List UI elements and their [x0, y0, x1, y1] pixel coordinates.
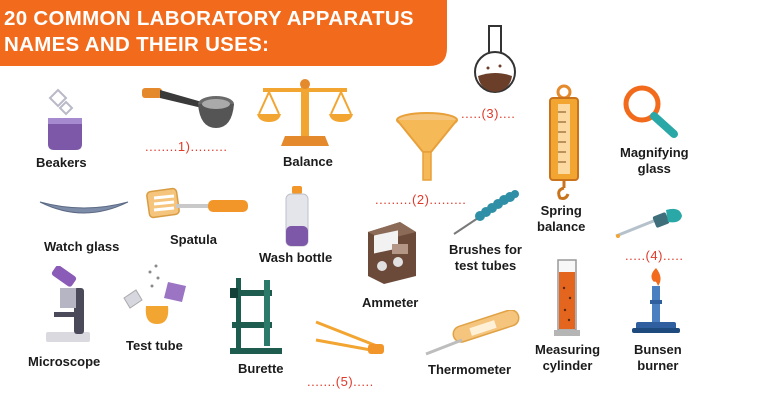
- microscope-icon: [46, 266, 90, 342]
- test-tube-brush-icon: [453, 190, 519, 235]
- label-brushes-1: Brushes for: [449, 242, 522, 257]
- blank-5: .......(5).....: [307, 374, 374, 389]
- magnifying-glass-icon: [623, 85, 678, 138]
- label-measuring-2: cylinder: [542, 358, 593, 373]
- label-bunsen-2: burner: [637, 358, 679, 373]
- dropper-icon: [615, 208, 682, 238]
- thermometer-icon: [425, 310, 520, 356]
- blank-2: .........(2).........: [375, 192, 467, 207]
- balance-icon: [257, 79, 353, 146]
- blank-3: .....(3)....: [461, 106, 516, 121]
- label-watch-glass: Watch glass: [44, 239, 120, 254]
- spatula-icon: [146, 187, 248, 219]
- label-test-tube: Test tube: [126, 338, 183, 353]
- round-flask-icon: [474, 25, 516, 93]
- label-microscope: Microscope: [28, 354, 101, 369]
- label-beakers: Beakers: [36, 155, 87, 170]
- beaker-icon: [48, 88, 82, 150]
- label-balance: Balance: [283, 154, 333, 169]
- label-spring-2: balance: [537, 219, 586, 234]
- blank-4: .....(4).....: [625, 248, 684, 263]
- label-magnifying-glass: Magnifying glass: [620, 145, 689, 177]
- page-title: 20 COMMON LABORATORY APPARATUS NAMES AND…: [4, 6, 444, 58]
- wash-bottle-icon: [285, 186, 309, 247]
- label-thermometer: Thermometer: [428, 362, 512, 377]
- label-measuring-1: Measuring: [535, 342, 601, 357]
- label-bunsen-1: Bunsen: [634, 342, 682, 357]
- measuring-cylinder-icon: [554, 259, 580, 336]
- label-burette: Burette: [238, 361, 284, 376]
- test-tube-icon: [123, 264, 186, 324]
- label-ammeter: Ammeter: [362, 295, 419, 310]
- title-banner: 20 COMMON LABORATORY APPARATUS NAMES AND…: [0, 0, 447, 66]
- label-spatula: Spatula: [170, 232, 217, 247]
- title-line-2: NAMES AND THEIR USES:: [4, 33, 270, 56]
- funnel-icon: [396, 112, 458, 181]
- watch-glass-icon: [39, 201, 129, 214]
- label-spring-balance: Spring balance: [537, 203, 585, 235]
- label-brushes-2: test tubes: [454, 258, 517, 273]
- strainer-icon: [142, 88, 234, 128]
- label-bunsen-burner: Bunsen burner: [634, 342, 682, 374]
- bunsen-burner-icon: [632, 268, 680, 333]
- burette-icon: [230, 278, 282, 354]
- label-magnifying-2: glass: [637, 161, 671, 176]
- label-magnifying-1: Magnifying: [620, 145, 689, 160]
- label-measuring-cylinder: Measuring cylinder: [535, 342, 600, 374]
- blank-1: ........1).........: [145, 139, 228, 154]
- ammeter-icon: [368, 222, 416, 284]
- label-brushes: Brushes for test tubes: [449, 242, 522, 274]
- label-wash-bottle: Wash bottle: [259, 250, 333, 265]
- title-line-1: 20 COMMON LABORATORY APPARATUS: [4, 7, 414, 30]
- spring-balance-icon: [549, 84, 579, 200]
- tongs-icon: [315, 320, 384, 354]
- label-spring-1: Spring: [540, 203, 582, 218]
